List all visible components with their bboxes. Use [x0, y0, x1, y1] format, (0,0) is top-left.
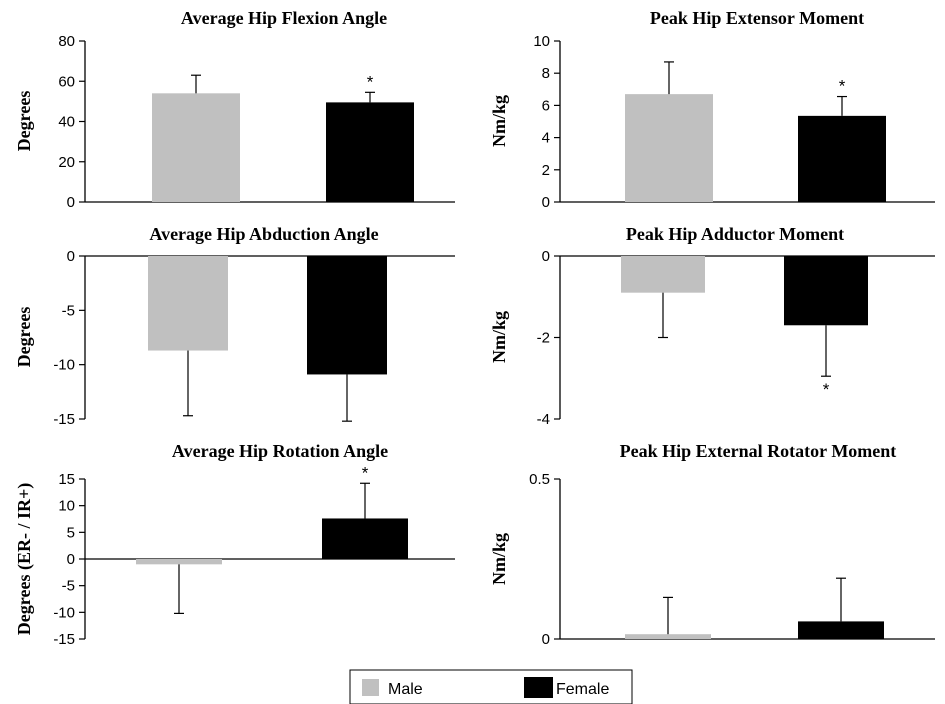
legend-swatch-female: [524, 677, 553, 698]
y-tick-label: 0: [67, 551, 75, 568]
y-tick-label: 8: [542, 65, 550, 82]
panel-title: Peak Hip Adductor Moment: [626, 224, 844, 244]
y-tick-label: 4: [542, 130, 550, 147]
bar-female: [307, 256, 387, 375]
y-tick-label: 5: [67, 524, 75, 541]
panel-1: Average Hip Flexion Angle Degrees 0 20 40 60 8…: [14, 8, 455, 211]
panel-5: Average Hip Rotation Angle Degrees (ER- /…: [14, 441, 455, 648]
panel-3: Average Hip Abduction Angle Degrees -15 -10…: [14, 224, 455, 428]
y-tick-label: -4: [537, 411, 550, 428]
y-tick-label: 10: [533, 33, 550, 50]
y-tick-label: 0: [542, 194, 550, 211]
y-tick-label: -2: [537, 330, 550, 347]
y-tick-label: 20: [58, 154, 75, 171]
panel-4: Peak Hip Adductor Moment Nm/kg -4 -2 0 *: [489, 224, 935, 428]
y-tick-label: 2: [542, 162, 550, 179]
y-axis-label: Nm/kg: [489, 533, 509, 585]
y-tick-label: 0: [67, 248, 75, 265]
bar-male: [148, 256, 228, 351]
y-tick-label: 10: [58, 498, 75, 515]
panel-title: Peak Hip External Rotator Moment: [620, 441, 897, 461]
panel-title: Average Hip Abduction Angle: [149, 224, 378, 244]
panel-title: Peak Hip Extensor Moment: [650, 8, 864, 28]
panel-title: Average Hip Rotation Angle: [172, 441, 388, 461]
bar-female: [798, 115, 886, 202]
y-tick-label: -5: [62, 578, 75, 595]
bar-female: [798, 621, 884, 639]
y-axis-label: Degrees: [14, 91, 34, 152]
bar-male: [136, 559, 222, 565]
y-tick-label: 0.5: [529, 471, 550, 488]
bar-male: [625, 94, 713, 202]
y-axis-label: Nm/kg: [489, 95, 509, 147]
panel-title: Average Hip Flexion Angle: [181, 8, 387, 28]
panel-6: Peak Hip External Rotator Moment Nm/kg 0 0.…: [489, 441, 935, 648]
bar-male: [152, 93, 240, 202]
y-tick-label: 6: [542, 97, 550, 114]
bar-male: [621, 256, 705, 293]
significance-marker: *: [823, 380, 830, 399]
y-tick-label: 60: [58, 73, 75, 90]
y-tick-label: 15: [58, 471, 75, 488]
y-tick-label: -15: [53, 631, 75, 648]
bar-female: [326, 102, 414, 202]
legend-label-female: Female: [556, 681, 609, 698]
legend-label-male: Male: [388, 681, 423, 698]
y-axis-label: Degrees (ER- / IR+): [14, 483, 35, 635]
legend-swatch-male: [362, 679, 379, 696]
plots-layer: Average Hip Flexion AngleDegrees02040608…: [14, 8, 935, 648]
y-axis-label: Degrees: [14, 307, 34, 368]
significance-marker: *: [367, 72, 374, 91]
significance-marker: *: [362, 463, 369, 482]
y-tick-label: -10: [53, 604, 75, 621]
y-tick-label: 0: [542, 248, 550, 265]
bar-female: [322, 518, 408, 559]
significance-marker: *: [839, 77, 846, 96]
y-tick-label: 40: [58, 114, 75, 131]
bar-female: [784, 256, 868, 326]
y-axis-label: Nm/kg: [489, 311, 509, 363]
y-tick-label: 80: [58, 33, 75, 50]
panel-2: Peak Hip Extensor Moment Nm/kg 0 2 4 6 8 10 *: [489, 8, 935, 211]
y-tick-label: 0: [67, 194, 75, 211]
legend: Male Female: [349, 669, 633, 704]
y-tick-label: -5: [62, 302, 75, 319]
bar-male: [625, 634, 711, 639]
legend-box: [349, 669, 633, 704]
y-tick-label: 0: [542, 631, 550, 648]
y-tick-label: -10: [53, 357, 75, 374]
y-tick-label: -15: [53, 411, 75, 428]
